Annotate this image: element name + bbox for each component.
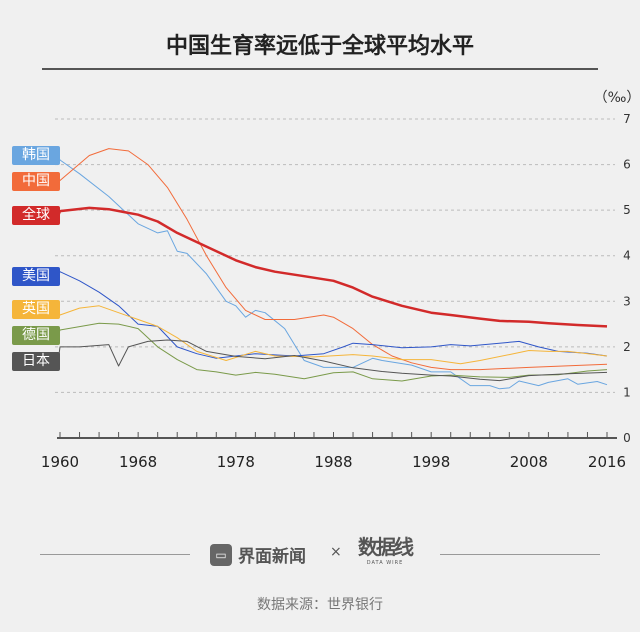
- x-tick-label: 2008: [510, 453, 548, 471]
- line-chart: 0 1 2 3 4 5 6 7 （‰） 1960 1968 1978 1988 1998 2008 2016: [41, 90, 640, 471]
- y-tick-label: 2: [623, 340, 631, 354]
- series-line-5: [57, 322, 608, 382]
- footer-divider-right: [440, 554, 600, 555]
- partner-logo-sub: DATA WIRE: [366, 560, 404, 566]
- y-tick-label: 6: [623, 158, 631, 172]
- x-tick-label: 1988: [314, 453, 352, 471]
- footer: ▭ 界面新闻 × 数据线 DATA WIRE: [0, 536, 640, 570]
- y-tick-label: 1: [623, 385, 631, 399]
- x-tick-label: 1968: [119, 453, 157, 471]
- title-divider: [42, 68, 598, 70]
- chart-title: 中国生育率远低于全球平均水平: [165, 34, 474, 59]
- series-line-2: [56, 206, 608, 328]
- legend-label: 日本: [12, 352, 60, 371]
- series-line-6: [57, 339, 608, 382]
- x-tick-label: 1978: [217, 453, 255, 471]
- footer-divider-left: [40, 554, 190, 555]
- series-line-3: [57, 271, 608, 359]
- legend-label: 韩国: [12, 146, 60, 165]
- legend-label: 德国: [12, 326, 60, 345]
- times-sign: ×: [330, 544, 342, 560]
- y-tick-label: 7: [623, 112, 631, 126]
- brand-name: 界面新闻: [238, 547, 306, 567]
- y-tick-label: 4: [623, 249, 631, 263]
- window-icon: ▭: [210, 543, 232, 566]
- legend-label: 美国: [12, 267, 60, 286]
- x-tick-label: 2016: [588, 453, 626, 471]
- legend-label: 全球: [12, 206, 60, 225]
- legend-label: 英国: [12, 300, 60, 319]
- x-tick-label: 1960: [41, 453, 79, 471]
- partner-logo: 数据线 DATA WIRE: [358, 535, 414, 566]
- y-tick-label: 0: [623, 431, 631, 445]
- y-tick-label: 5: [623, 203, 631, 217]
- y-tick-label: 3: [623, 294, 631, 308]
- x-tick-label: 1998: [412, 453, 450, 471]
- legend-label: 中国: [12, 172, 60, 191]
- data-source: 数据来源：世界银行: [257, 597, 383, 613]
- partner-logo-text: 数据线: [358, 535, 414, 559]
- series-line-1: [57, 148, 608, 371]
- series-line-0: [57, 155, 608, 390]
- brand-logo: ▭ 界面新闻: [210, 542, 306, 567]
- y-unit-label: （‰）: [594, 90, 640, 106]
- series-line-4: [57, 305, 608, 365]
